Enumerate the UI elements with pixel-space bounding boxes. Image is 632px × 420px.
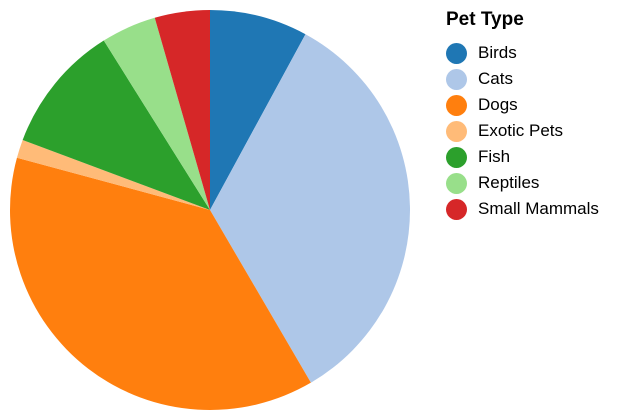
legend-item-fish: Fish [446,144,599,170]
legend-swatch-dogs [446,94,467,116]
legend-item-small-mammals: Small Mammals [446,196,599,222]
legend-swatch-birds [446,42,467,64]
legend-swatch-exotic-pets [446,120,467,142]
legend-item-birds: Birds [446,40,599,66]
legend-swatch-reptiles [446,172,467,194]
pie-slice-small-mammals [154,10,210,210]
legend-swatch-cats [446,68,467,90]
legend-swatch-small-mammals [446,198,467,220]
legend-item-cats: Cats [446,66,599,92]
legend-item-dogs: Dogs [446,92,599,118]
pie-slice-fish [22,40,210,210]
legend: Pet Type Birds Cats Dogs Exotic Pets Fish Rep… [446,8,599,222]
legend-title: Pet Type [446,9,524,30]
legend-label-small-mammals: Small Mammals [478,199,599,218]
legend-label-cats: Cats [478,69,513,88]
legend-item-exotic-pets: Exotic Pets [446,118,599,144]
legend-label-reptiles: Reptiles [478,173,540,192]
legend-label-birds: Birds [478,43,517,62]
pie-slice-dogs [10,157,311,410]
legend-label-dogs: Dogs [478,95,518,114]
legend-label-fish: Fish [478,147,511,166]
pie-slice-reptiles [103,17,210,210]
legend-swatch-fish [446,146,467,168]
legend-items: Birds Cats Dogs Exotic Pets Fish Reptiles Smal… [446,40,599,222]
legend-item-reptiles: Reptiles [446,170,599,196]
pie-slice-cats [210,34,411,383]
pie-slice-birds [210,10,306,210]
pie-slice-exotic-pets [16,139,211,210]
legend-label-exotic-pets: Exotic Pets [478,121,564,140]
